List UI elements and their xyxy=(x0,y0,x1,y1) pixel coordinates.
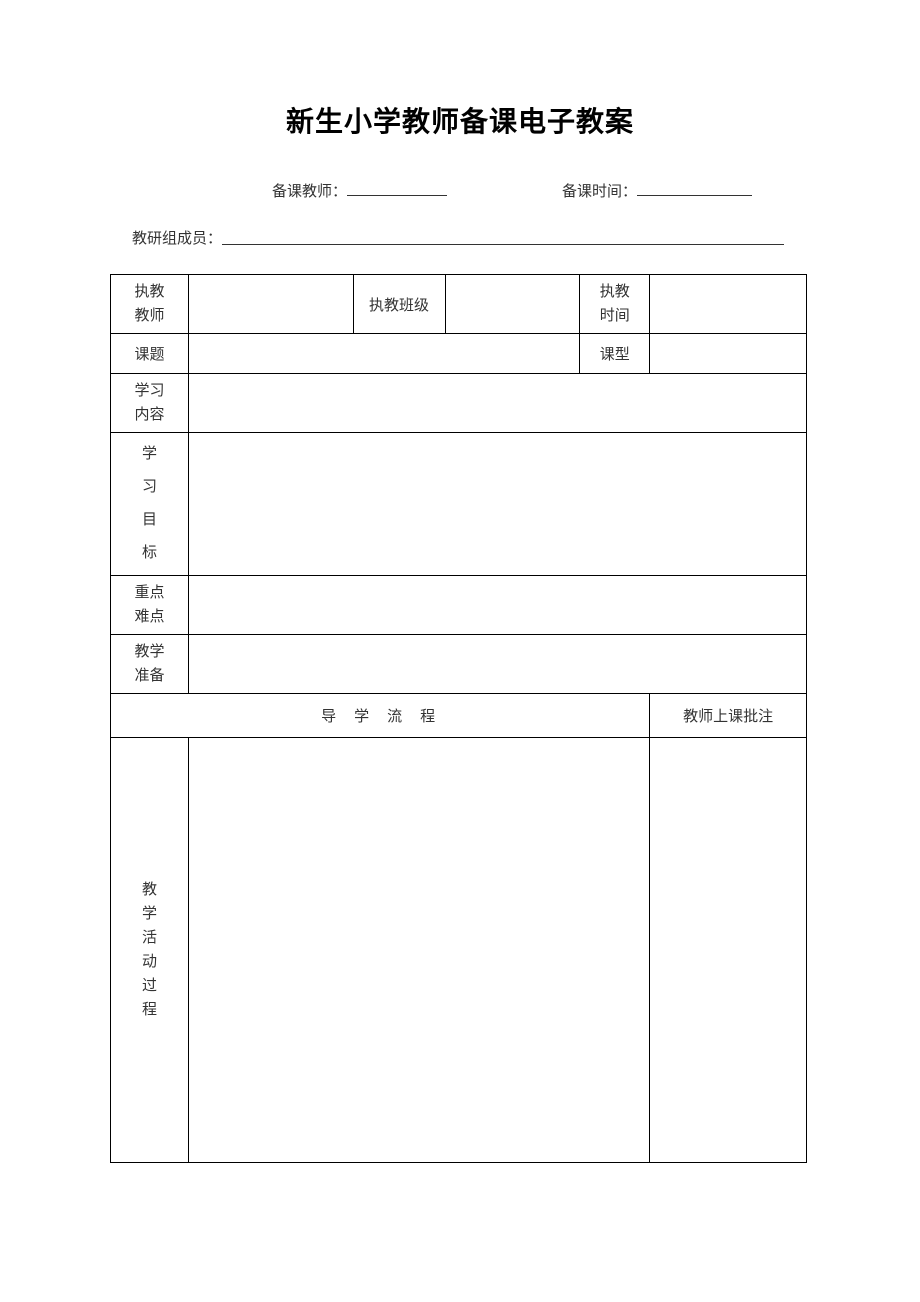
cell-type-label: 课型 xyxy=(580,334,650,374)
cell-exec-time-value xyxy=(650,275,807,334)
lesson-plan-table: 执教 教师 执教班级 执教 时间 课题 课型 学习 内容 学 习 目 标 重点 … xyxy=(110,274,807,1163)
cell-content-value xyxy=(188,374,806,433)
cell-keypoints-value xyxy=(188,576,806,635)
cell-flow-label: 导学流程 xyxy=(111,694,650,738)
cell-goals-value xyxy=(188,433,806,576)
cell-content-label: 学习 内容 xyxy=(111,374,189,433)
teacher-field: 备课教师： xyxy=(272,178,447,201)
cell-type-value xyxy=(650,334,807,374)
header-row-1: 备课教师： 备课时间： xyxy=(110,178,810,201)
teacher-label: 备课教师： xyxy=(272,180,347,201)
cell-notes-label: 教师上课批注 xyxy=(650,694,807,738)
time-label: 备课时间： xyxy=(562,180,637,201)
group-label: 教研组成员： xyxy=(132,227,222,248)
cell-notes-value xyxy=(650,738,807,1163)
header-row-2: 教研组成员： xyxy=(110,227,810,248)
cell-prep-label: 教学 准备 xyxy=(111,635,189,694)
cell-goals-label: 学 习 目 标 xyxy=(111,433,189,576)
document-title: 新生小学教师备课电子教案 xyxy=(110,100,810,140)
cell-exec-teacher-value xyxy=(188,275,353,334)
cell-prep-value xyxy=(188,635,806,694)
time-field: 备课时间： xyxy=(562,178,752,201)
cell-keypoints-label: 重点 难点 xyxy=(111,576,189,635)
group-blank xyxy=(222,227,784,245)
teacher-blank xyxy=(347,178,447,196)
cell-exec-time-label: 执教 时间 xyxy=(580,275,650,334)
cell-process-value xyxy=(188,738,649,1163)
cell-exec-class-label: 执教班级 xyxy=(353,275,445,334)
cell-topic-label: 课题 xyxy=(111,334,189,374)
cell-exec-class-value xyxy=(445,275,580,334)
cell-exec-teacher-label: 执教 教师 xyxy=(111,275,189,334)
cell-topic-value xyxy=(188,334,579,374)
cell-process-label: 教 学 活 动 过 程 xyxy=(111,738,189,1163)
time-blank xyxy=(637,178,752,196)
